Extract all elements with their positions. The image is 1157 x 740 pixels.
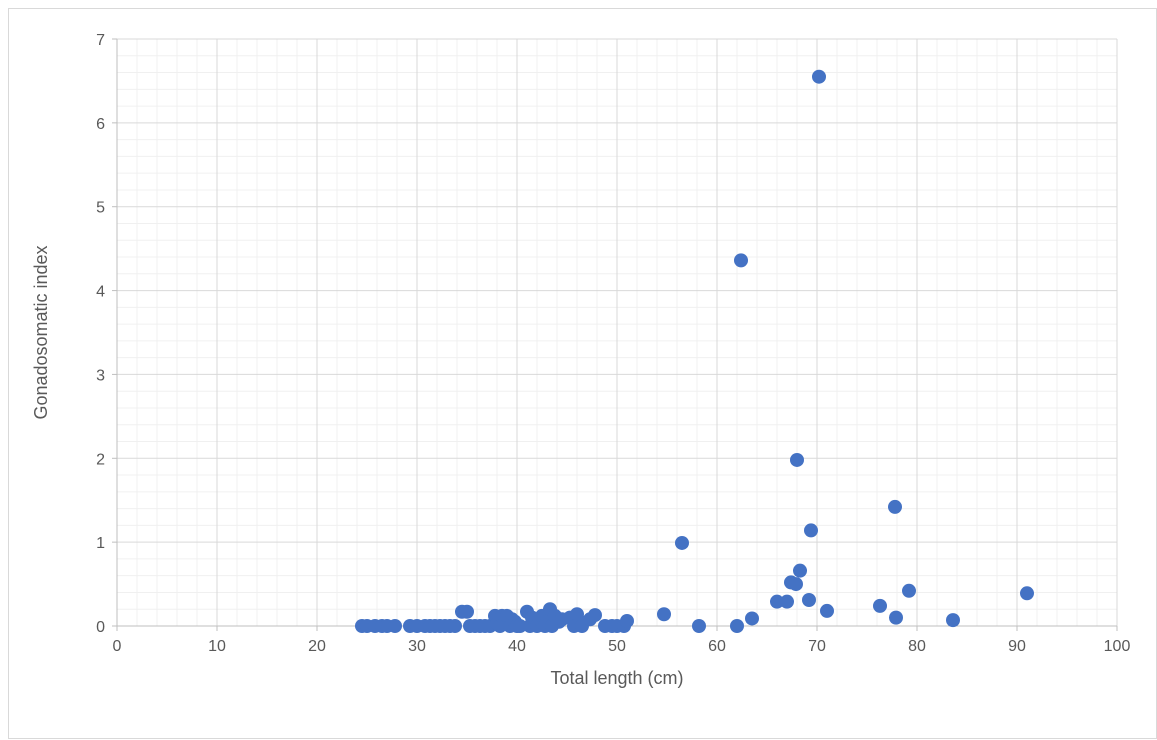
data-point [790,452,804,467]
data-point [734,253,748,268]
data-point [745,611,759,626]
data-point [873,598,887,613]
data-point [902,583,916,598]
x-tick-label: 70 [808,638,826,655]
data-points [355,69,1034,633]
x-tick-label: 50 [608,638,626,655]
data-point [448,619,462,633]
y-axis: 0 1 2 3 4 5 6 7 [96,32,118,636]
y-tick-label: 5 [96,200,105,217]
data-point [802,593,816,608]
scatter-chart: 0 10 20 30 40 50 60 70 80 90 100 0 1 2 3 4 5 6 7 Total le… [31,32,1131,688]
data-point [657,607,671,622]
x-tick-label: 40 [508,638,526,655]
x-tick-label: 60 [708,638,726,655]
data-point [812,69,826,84]
data-point [820,603,834,618]
data-point [692,619,706,633]
y-tick-label: 3 [96,367,105,384]
data-point [793,563,807,578]
data-point [780,594,794,609]
y-axis-title: Gonadosomatic index [31,245,51,419]
data-point [620,613,634,628]
data-point [770,594,784,609]
data-point [588,608,602,623]
data-point [889,610,903,625]
x-tick-label: 30 [408,638,426,655]
y-tick-label: 1 [96,535,105,552]
x-tick-label: 20 [308,638,326,655]
data-point [675,535,689,550]
data-point [730,619,744,633]
x-tick-label: 100 [1104,638,1131,655]
data-point [888,499,902,514]
data-point [804,523,818,538]
data-point [946,613,960,628]
y-tick-label: 2 [96,451,105,468]
data-point [460,604,474,619]
data-point [513,619,527,633]
x-axis-title: Total length (cm) [550,668,683,688]
x-tick-label: 0 [113,638,122,655]
y-tick-label: 0 [96,619,105,636]
data-point [1020,586,1034,601]
data-point [388,619,402,633]
x-tick-label: 90 [1008,638,1026,655]
chart-frame: 0 10 20 30 40 50 60 70 80 90 100 0 1 2 3 4 5 6 7 Total le… [8,8,1157,739]
x-tick-label: 10 [208,638,226,655]
y-tick-label: 4 [96,284,105,301]
data-point [789,577,803,592]
major-gridlines [116,38,1118,627]
y-tick-label: 7 [96,32,105,49]
y-tick-label: 6 [96,116,105,133]
x-tick-label: 80 [908,638,926,655]
